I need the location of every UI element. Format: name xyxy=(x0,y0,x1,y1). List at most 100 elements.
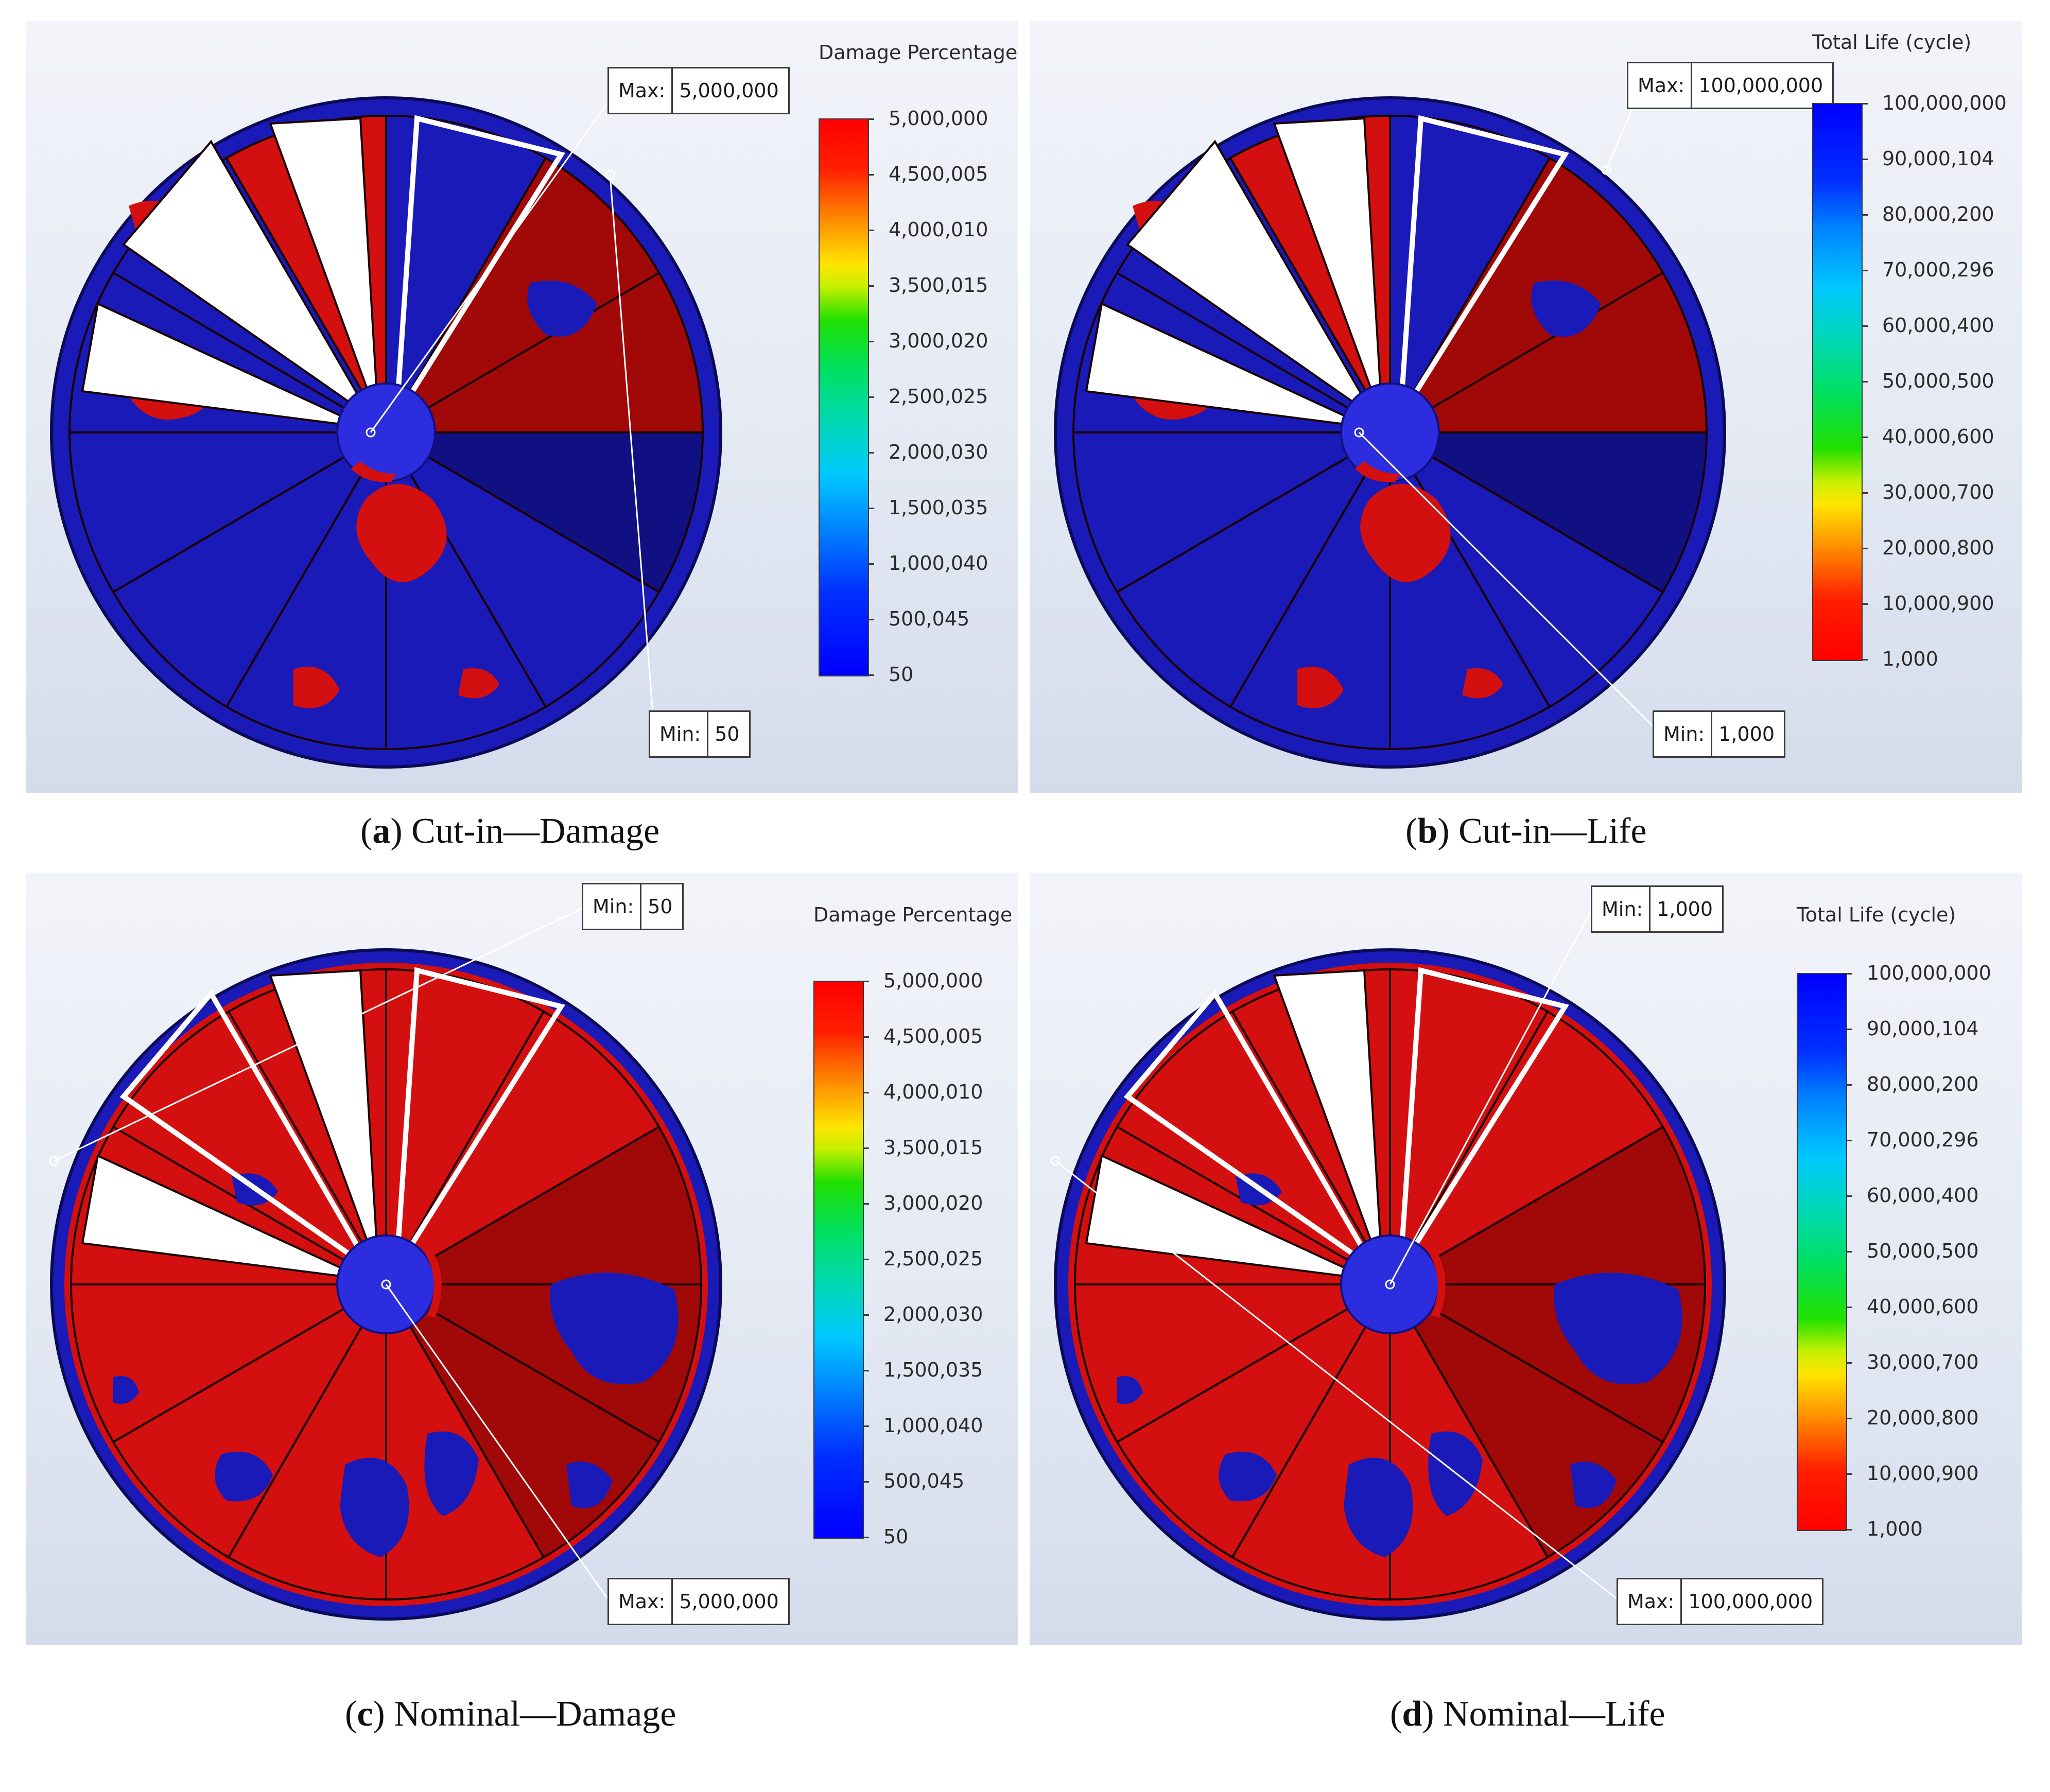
tick-label: 2,000,030 xyxy=(883,1303,983,1326)
callout-leaders xyxy=(1354,102,1659,732)
tick-label: 80,000,200 xyxy=(1882,203,1994,225)
caption-text: Nominal—Life xyxy=(1443,1694,1665,1734)
panel-c-nominal-damage: Min: 50 Max: 5,000,000 Damage Percentage… xyxy=(26,873,1018,1645)
max-callout-label: Max: xyxy=(609,1579,673,1624)
max-callout-value: 100,000,000 xyxy=(1698,74,1823,97)
tick-label: 30,000,700 xyxy=(1867,1351,1979,1373)
min-callout-label: Min: xyxy=(650,712,709,756)
max-callout: Max: 100,000,000 xyxy=(1627,62,1834,109)
scale-title: Damage Percentage xyxy=(819,41,1018,64)
tick-label: 4,500,005 xyxy=(889,163,988,185)
tick-label: 80,000,200 xyxy=(1867,1073,1979,1095)
max-callout-value: 100,000,000 xyxy=(1688,1590,1813,1613)
max-callout: Max: 5,000,000 xyxy=(607,67,790,114)
tick-label: 20,000,800 xyxy=(1882,536,1994,559)
max-callout-value: 5,000,000 xyxy=(679,1590,779,1613)
tick-label: 3,000,020 xyxy=(883,1192,983,1214)
min-callout-value: 50 xyxy=(648,895,673,918)
tick-label: 2,500,025 xyxy=(883,1247,983,1270)
colorbar-life xyxy=(1797,973,1847,1531)
tick-label: 2,000,030 xyxy=(889,441,988,463)
blade-gaps xyxy=(1085,967,1569,1280)
caption-letter: a xyxy=(372,811,391,851)
tick-label: 70,000,296 xyxy=(1867,1128,1979,1151)
tick-label: 40,000,600 xyxy=(1882,425,1994,448)
caption-letter: d xyxy=(1402,1694,1422,1734)
caption-b: (b) Cut-in—Life xyxy=(1405,811,1647,851)
max-callout-label: Max: xyxy=(1628,63,1693,108)
callout-leaders xyxy=(366,102,655,726)
min-callout-value: 1,000 xyxy=(1657,898,1713,920)
min-callout: Min: 50 xyxy=(649,710,751,758)
turbine-wheel-contour xyxy=(1054,96,1726,769)
tick-label: 20,000,800 xyxy=(1867,1406,1979,1429)
tick-label: 5,000,000 xyxy=(883,969,983,992)
turbine-wheel-contour xyxy=(50,96,722,769)
tick-label: 100,000,000 xyxy=(1882,92,2007,114)
caption-c: (c) Nominal—Damage xyxy=(345,1694,676,1734)
colorbar-life xyxy=(1812,103,1863,661)
tick-label: 60,000,400 xyxy=(1882,314,1994,337)
callout-leaders xyxy=(1050,911,1617,1599)
callout-leaders xyxy=(49,908,609,1599)
tick-label: 4,000,010 xyxy=(883,1081,983,1103)
caption-text: Cut-in—Damage xyxy=(411,811,660,851)
min-callout: Min: 50 xyxy=(582,883,684,930)
caption-text: Cut-in—Life xyxy=(1458,811,1647,851)
max-callout-label: Max: xyxy=(1618,1579,1682,1624)
caption-letter: b xyxy=(1417,811,1438,851)
tick-label: 1,000 xyxy=(1867,1518,1923,1540)
tick-label: 1,000,040 xyxy=(889,552,988,575)
turbine-wheel-contour xyxy=(1050,911,1726,1621)
tick-label: 50,000,500 xyxy=(1882,370,1994,392)
min-callout-value: 1,000 xyxy=(1718,723,1775,745)
tick-label: 90,000,104 xyxy=(1867,1017,1979,1040)
tick-label: 10,000,900 xyxy=(1882,592,1994,615)
tick-label: 1,500,035 xyxy=(883,1359,983,1381)
damage-patches xyxy=(1117,1173,1682,1557)
tick-label: 4,500,005 xyxy=(883,1025,983,1048)
tick-label: 500,045 xyxy=(889,607,970,630)
colorbar-damage xyxy=(819,118,869,676)
min-callout-label: Min: xyxy=(583,884,642,929)
tick-label: 1,000,040 xyxy=(883,1414,983,1437)
tick-label: 100,000,000 xyxy=(1867,962,1991,984)
tick-label: 30,000,700 xyxy=(1882,481,1994,503)
caption-letter: c xyxy=(357,1694,373,1734)
colorbar-damage xyxy=(813,981,864,1539)
max-callout: Max: 100,000,000 xyxy=(1617,1578,1824,1625)
tick-label: 70,000,296 xyxy=(1882,258,1994,281)
blade-gaps xyxy=(81,967,565,1280)
tick-label: 5,000,000 xyxy=(889,107,988,130)
scale-title: Total Life (cycle) xyxy=(1797,903,1956,926)
min-callout: Min: 1,000 xyxy=(1653,710,1786,758)
panel-b-cutin-life: Max: 100,000,000 Min: 1,000 Total Life (… xyxy=(1030,21,2022,793)
scale-title: Damage Percentage xyxy=(813,903,1013,926)
hub xyxy=(336,382,436,482)
tick-label: 90,000,104 xyxy=(1882,147,1994,170)
tick-label: 1,000 xyxy=(1882,648,1938,670)
tick-label: 4,000,010 xyxy=(889,218,988,241)
scale-title: Total Life (cycle) xyxy=(1812,31,1972,54)
tick-label: 50 xyxy=(883,1525,909,1548)
tick-label: 3,500,015 xyxy=(883,1136,983,1159)
blade-gaps xyxy=(1085,115,1569,428)
tick-label: 3,500,015 xyxy=(889,274,988,297)
tick-label: 10,000,900 xyxy=(1867,1462,1979,1485)
min-callout: Min: 1,000 xyxy=(1591,885,1724,933)
min-callout-value: 50 xyxy=(715,723,740,745)
min-callout-label: Min: xyxy=(1592,887,1651,931)
tick-label: 40,000,600 xyxy=(1867,1295,1979,1318)
tick-label: 1,500,035 xyxy=(889,496,988,519)
panel-d-nominal-life: Min: 1,000 Max: 100,000,000 Total Life (… xyxy=(1030,873,2022,1645)
tick-label: 50 xyxy=(889,663,914,686)
caption-text: Nominal—Damage xyxy=(394,1694,676,1734)
turbine-wheel-contour xyxy=(49,908,722,1621)
tick-label: 50,000,500 xyxy=(1867,1240,1979,1262)
tick-label: 500,045 xyxy=(883,1470,965,1492)
tick-label: 2,500,025 xyxy=(889,385,988,408)
max-callout-value: 5,000,000 xyxy=(679,79,779,102)
min-callout-label: Min: xyxy=(1654,712,1713,756)
max-callout: Max: 5,000,000 xyxy=(607,1578,790,1625)
tick-label: 3,000,020 xyxy=(889,329,988,352)
